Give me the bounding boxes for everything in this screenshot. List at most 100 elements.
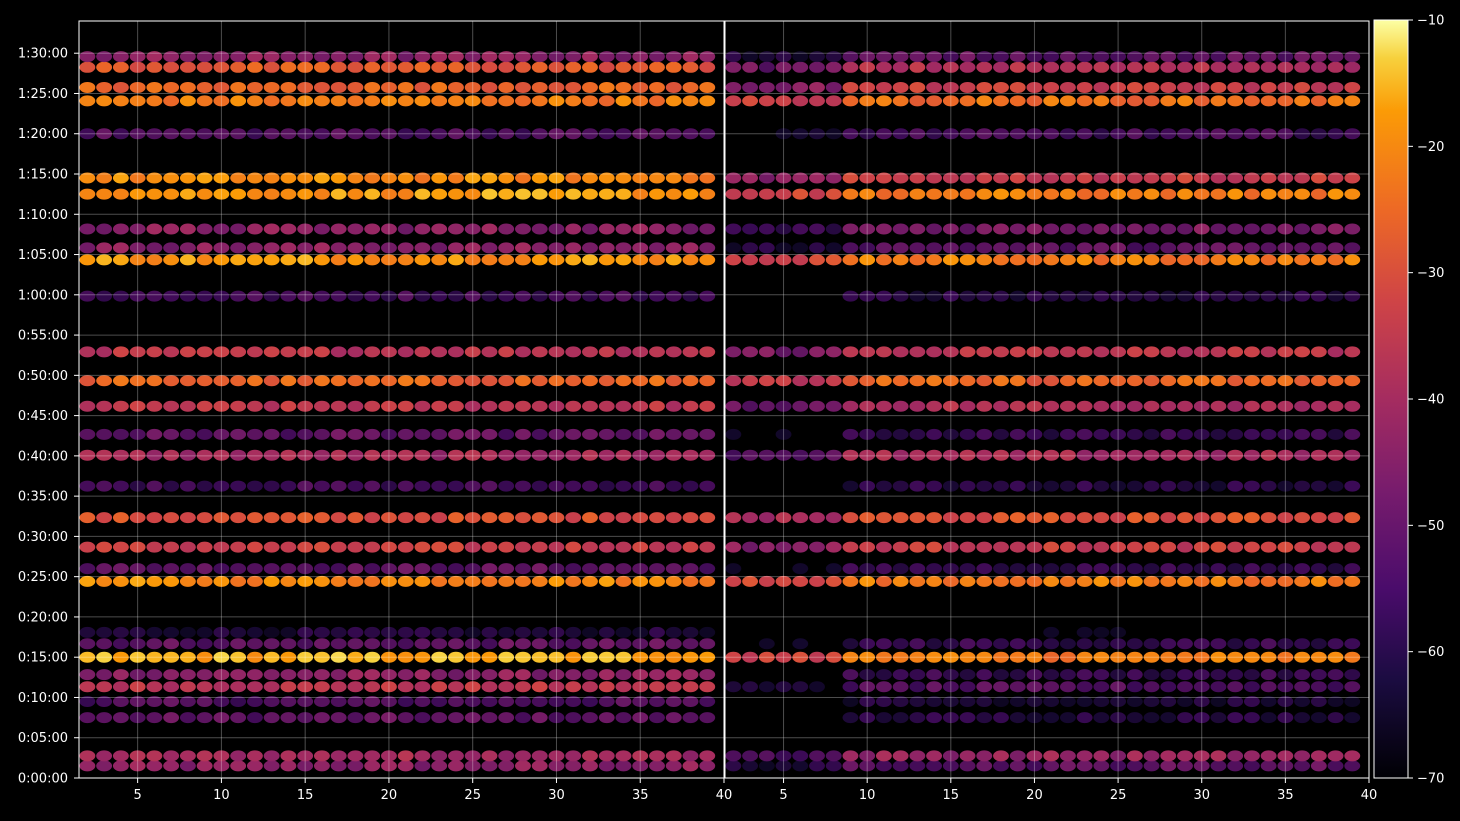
heat-cell bbox=[498, 254, 515, 266]
heat-cell bbox=[1059, 290, 1076, 302]
heat-cell bbox=[263, 512, 280, 524]
heat-cell bbox=[1143, 51, 1160, 63]
heat-cell bbox=[230, 223, 247, 235]
heat-cell bbox=[665, 290, 682, 302]
heat-cell bbox=[859, 400, 876, 412]
heat-cell bbox=[297, 428, 314, 440]
heat-cell bbox=[758, 638, 775, 650]
heat-cell bbox=[515, 626, 531, 638]
heat-cell bbox=[582, 669, 598, 681]
heat-cell bbox=[942, 669, 959, 681]
heat-cell bbox=[842, 480, 859, 492]
heat-cell bbox=[1076, 81, 1093, 93]
y-tick-label: 0:00:00 bbox=[18, 772, 68, 787]
heat-cell bbox=[909, 188, 926, 200]
heat-cell bbox=[380, 400, 397, 412]
heat-cell bbox=[699, 223, 716, 235]
heat-cell bbox=[531, 61, 548, 73]
heat-cell bbox=[892, 375, 909, 387]
heat-cell bbox=[825, 188, 842, 200]
heat-cell bbox=[582, 626, 598, 638]
heat-cell bbox=[79, 480, 96, 492]
heat-cell bbox=[196, 760, 213, 772]
heat-cell bbox=[246, 563, 263, 575]
heat-cell bbox=[448, 638, 464, 650]
heat-cell bbox=[1093, 428, 1110, 440]
heat-cell bbox=[649, 695, 665, 707]
heat-cell bbox=[96, 400, 113, 412]
heat-cell bbox=[649, 712, 665, 724]
heat-cell bbox=[1277, 480, 1294, 492]
heat-cell bbox=[196, 95, 213, 107]
heat-cell bbox=[163, 669, 180, 681]
heat-cell bbox=[859, 254, 876, 266]
heat-cell bbox=[942, 290, 959, 302]
heat-cell bbox=[1177, 563, 1193, 575]
heat-cell bbox=[1126, 346, 1143, 358]
heat-cell bbox=[942, 254, 959, 266]
heat-cell bbox=[163, 61, 180, 73]
heat-cell bbox=[364, 563, 381, 575]
heat-cell bbox=[230, 760, 247, 772]
heat-cell bbox=[1009, 254, 1026, 266]
heat-cell bbox=[1160, 428, 1177, 440]
heat-cell bbox=[246, 512, 263, 524]
heat-cell bbox=[1227, 681, 1244, 693]
heat-cell bbox=[615, 51, 632, 63]
heat-cell bbox=[1227, 51, 1244, 63]
heat-cell bbox=[909, 128, 926, 140]
heat-cell bbox=[431, 375, 448, 387]
heat-cell bbox=[448, 254, 464, 266]
heat-cell bbox=[464, 760, 481, 772]
heat-cell bbox=[531, 81, 548, 93]
heat-cell bbox=[825, 449, 842, 461]
heat-cell bbox=[414, 750, 431, 762]
heat-cell bbox=[1076, 375, 1093, 387]
heat-cell bbox=[582, 128, 598, 140]
heat-cell bbox=[665, 223, 682, 235]
heat-cell bbox=[993, 750, 1009, 762]
heat-cell bbox=[515, 681, 531, 693]
heat-cell bbox=[875, 188, 892, 200]
heat-cell bbox=[875, 669, 892, 681]
heat-cell bbox=[1310, 172, 1327, 184]
heat-cell bbox=[96, 449, 113, 461]
heat-cell bbox=[246, 188, 263, 200]
heat-cell bbox=[297, 712, 314, 724]
heat-cell bbox=[892, 172, 909, 184]
heat-cell bbox=[79, 95, 96, 107]
heat-cell bbox=[1243, 750, 1260, 762]
heat-cell bbox=[1076, 51, 1093, 63]
heat-cell bbox=[1193, 575, 1210, 587]
heat-cell bbox=[112, 626, 129, 638]
heat-cell bbox=[1059, 223, 1076, 235]
heat-cell bbox=[809, 681, 825, 693]
heat-cell bbox=[146, 188, 163, 200]
colorbar-tick-label: −10 bbox=[1417, 14, 1444, 29]
heat-cell bbox=[213, 346, 230, 358]
heat-cell bbox=[1110, 512, 1127, 524]
heat-cell bbox=[1160, 681, 1177, 693]
heat-cell bbox=[1177, 290, 1193, 302]
heat-cell bbox=[1160, 449, 1177, 461]
heat-cell bbox=[909, 254, 926, 266]
heat-cell bbox=[1126, 188, 1143, 200]
heat-cell bbox=[1243, 61, 1260, 73]
heat-cell bbox=[1126, 750, 1143, 762]
heat-cell bbox=[1260, 346, 1277, 358]
heat-cell bbox=[1177, 375, 1193, 387]
heat-cell bbox=[699, 428, 716, 440]
heat-cell bbox=[515, 449, 531, 461]
heat-cell bbox=[1026, 669, 1043, 681]
heat-cell bbox=[1160, 346, 1177, 358]
heat-cell bbox=[531, 428, 548, 440]
heat-cell bbox=[1043, 428, 1060, 440]
heat-cell bbox=[96, 626, 113, 638]
heat-cell bbox=[1294, 290, 1311, 302]
heat-cell bbox=[448, 695, 464, 707]
heat-cell bbox=[875, 575, 892, 587]
heat-cell bbox=[1026, 651, 1043, 663]
heat-cell bbox=[213, 712, 230, 724]
heat-cell bbox=[397, 695, 414, 707]
heat-cell bbox=[112, 51, 129, 63]
